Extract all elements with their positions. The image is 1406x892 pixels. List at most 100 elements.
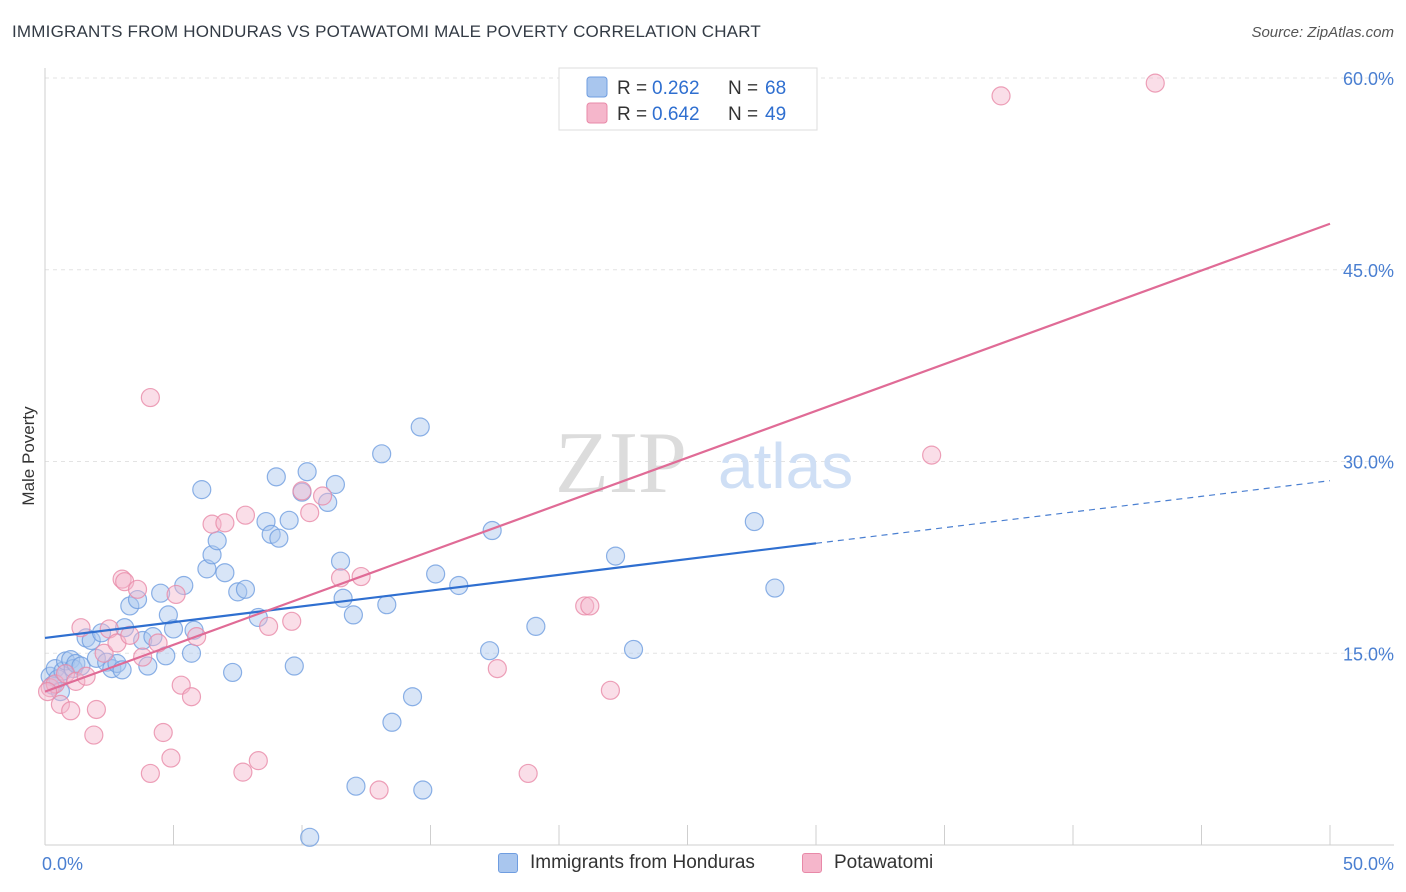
data-point bbox=[192, 480, 212, 500]
legend-swatch-honduras-bottom bbox=[498, 853, 518, 873]
data-point bbox=[480, 641, 500, 661]
data-point bbox=[138, 656, 158, 676]
data-point bbox=[330, 551, 351, 571]
bottom-legend: Immigrants from Honduras Potawatomi bbox=[0, 852, 1406, 878]
data-point bbox=[279, 510, 299, 530]
data-point bbox=[402, 687, 423, 707]
data-point bbox=[318, 492, 338, 513]
chart-title: IMMIGRANTS FROM HONDURAS VS POTAWATOMI M… bbox=[12, 22, 761, 41]
series-honduras-points bbox=[40, 417, 785, 847]
data-point bbox=[269, 528, 289, 548]
data-point bbox=[922, 445, 942, 465]
data-point bbox=[228, 582, 248, 602]
data-point bbox=[300, 827, 320, 847]
y-axis-label: Male Poverty bbox=[19, 406, 38, 506]
data-point bbox=[181, 643, 202, 663]
data-point bbox=[991, 86, 1011, 106]
source-credit: Source: ZipAtlas.com bbox=[1251, 24, 1394, 41]
data-point bbox=[410, 417, 430, 437]
data-point bbox=[215, 513, 235, 533]
data-point bbox=[765, 578, 785, 598]
trend-line-honduras-extension bbox=[815, 480, 1331, 544]
data-point bbox=[256, 511, 276, 532]
data-point bbox=[382, 712, 402, 732]
data-point bbox=[744, 511, 764, 532]
data-point bbox=[518, 763, 538, 784]
legend-n-value-2: 49 bbox=[765, 104, 786, 125]
data-point bbox=[333, 588, 353, 608]
data-point bbox=[297, 462, 317, 482]
data-point bbox=[140, 387, 160, 408]
data-point bbox=[266, 467, 286, 487]
data-point bbox=[55, 664, 76, 684]
data-point bbox=[84, 725, 104, 745]
data-point bbox=[86, 699, 107, 720]
watermark-zip: ZIP bbox=[555, 415, 687, 512]
legend-label-potawatomi: Potawatomi bbox=[834, 852, 934, 873]
data-point bbox=[207, 531, 227, 551]
data-point bbox=[300, 503, 320, 523]
legend-swatch-potawatomi bbox=[586, 102, 608, 124]
trend-lines bbox=[44, 222, 1331, 693]
data-point bbox=[166, 584, 186, 605]
y-tick-label: 60.0% bbox=[1343, 69, 1394, 89]
legend-n-label-1: N = bbox=[728, 78, 758, 99]
data-point bbox=[372, 444, 392, 464]
data-point bbox=[248, 751, 268, 771]
data-point bbox=[223, 662, 243, 683]
data-point bbox=[133, 630, 153, 651]
data-point bbox=[163, 619, 184, 639]
data-point bbox=[235, 505, 256, 525]
y-tick-label: 45.0% bbox=[1343, 261, 1394, 281]
data-point bbox=[369, 780, 389, 800]
data-point bbox=[181, 687, 202, 707]
data-point bbox=[215, 563, 235, 583]
data-point bbox=[94, 643, 114, 663]
data-point bbox=[235, 579, 256, 599]
data-point bbox=[148, 633, 168, 653]
data-point bbox=[623, 639, 644, 660]
trend-line-honduras bbox=[44, 542, 817, 640]
data-point bbox=[600, 680, 621, 700]
legend-r-label-1: R = bbox=[617, 78, 647, 99]
y-tick-labels: 15.0% 30.0% 45.0% 60.0% bbox=[1343, 69, 1394, 664]
data-point bbox=[343, 605, 363, 625]
trend-line-potawatomi bbox=[44, 222, 1331, 693]
data-point bbox=[151, 583, 171, 603]
x-tick-label-max: 50.0% bbox=[1343, 854, 1394, 874]
legend-swatch-honduras bbox=[586, 76, 608, 98]
legend-r-label-2: R = bbox=[617, 104, 647, 125]
legend-r-value-1: 0.262 bbox=[652, 78, 700, 99]
data-point bbox=[575, 596, 595, 616]
data-point bbox=[346, 776, 366, 796]
data-point bbox=[377, 595, 397, 615]
data-point bbox=[1145, 73, 1165, 93]
legend-box: R = 0.262 N = 68 R = 0.642 N = 49 bbox=[558, 67, 818, 131]
data-point bbox=[61, 701, 81, 721]
data-point bbox=[50, 694, 71, 714]
data-point bbox=[292, 481, 312, 501]
data-point bbox=[580, 596, 600, 616]
data-point bbox=[325, 474, 346, 495]
data-point bbox=[112, 569, 132, 589]
legend-label-honduras: Immigrants from Honduras bbox=[530, 852, 755, 873]
data-point bbox=[312, 486, 333, 506]
legend-n-value-1: 68 bbox=[765, 78, 786, 99]
data-point bbox=[120, 625, 140, 645]
legend-n-label-2: N = bbox=[728, 104, 758, 125]
grid-lines bbox=[45, 77, 1394, 654]
data-point bbox=[282, 611, 302, 631]
data-point bbox=[284, 656, 304, 676]
legend-item-potawatomi: Potawatomi bbox=[802, 852, 933, 874]
data-point bbox=[102, 658, 122, 679]
data-point bbox=[127, 579, 148, 599]
data-point bbox=[413, 780, 433, 800]
data-point bbox=[526, 616, 546, 637]
y-tick-label: 15.0% bbox=[1343, 644, 1394, 664]
data-point bbox=[605, 546, 626, 566]
data-point bbox=[120, 596, 140, 616]
legend-item-honduras: Immigrants from Honduras bbox=[498, 852, 755, 874]
data-point bbox=[71, 656, 91, 676]
data-point bbox=[140, 763, 160, 784]
